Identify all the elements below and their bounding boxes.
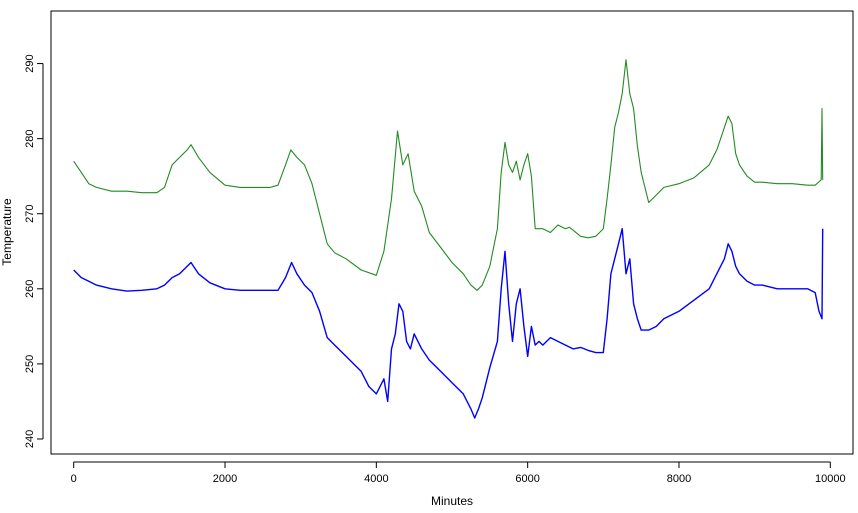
x-axis-title: Minutes [431,494,473,508]
y-axis: 240 250 260 270 280 290 [24,54,44,448]
x-tick-label: 8000 [667,473,691,485]
series-line-1 [73,59,824,291]
x-tick-label: 6000 [515,473,539,485]
y-tick-label: 240 [24,430,36,448]
x-axis: 0 2000 4000 6000 8000 10000 [71,461,846,485]
x-tick-label: 2000 [213,473,237,485]
plot-box [50,10,854,455]
y-tick-label: 270 [24,205,36,223]
y-tick-label: 260 [24,280,36,298]
y-tick-label: 280 [24,129,36,147]
series-line-2 [73,227,824,419]
series-layer [73,59,824,419]
y-tick-label: 250 [24,355,36,373]
x-tick-label: 0 [71,473,77,485]
x-tick-label: 4000 [364,473,388,485]
x-tick-label: 10000 [815,473,846,485]
y-tick-label: 290 [24,54,36,72]
y-axis-title: Temperature [0,198,14,266]
